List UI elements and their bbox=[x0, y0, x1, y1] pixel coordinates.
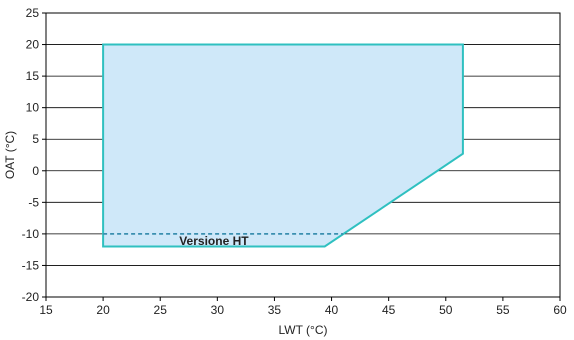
y-tick-label--10: -10 bbox=[22, 227, 40, 241]
x-tick-label-20: 20 bbox=[96, 303, 110, 317]
x-tick-label-45: 45 bbox=[382, 303, 396, 317]
y-tick-label--5: -5 bbox=[28, 195, 39, 209]
envelope-polygon bbox=[102, 43, 464, 248]
x-tick-label-55: 55 bbox=[496, 303, 510, 317]
x-tick-label-50: 50 bbox=[439, 303, 453, 317]
y-tick-label--20: -20 bbox=[22, 290, 40, 304]
y-tick-label-0: 0 bbox=[32, 164, 39, 178]
x-tick-label-35: 35 bbox=[268, 303, 282, 317]
y-axis-label: OAT (°C) bbox=[3, 131, 17, 179]
x-tick-label-15: 15 bbox=[39, 303, 53, 317]
y-tick-label-5: 5 bbox=[32, 132, 39, 146]
x-tick-label-30: 30 bbox=[211, 303, 225, 317]
x-tick-label-40: 40 bbox=[325, 303, 339, 317]
y-tick-label-25: 25 bbox=[26, 6, 40, 20]
y-tick-label-10: 10 bbox=[26, 101, 40, 115]
envelope-area bbox=[102, 43, 464, 248]
tick-labels: 15 20 25 30 35 40 45 50 55 60 -20 -15 -10 -5 0 5 10 15 20 2… bbox=[22, 6, 567, 317]
plot-border bbox=[45, 12, 561, 298]
y-tick-label-15: 15 bbox=[26, 69, 40, 83]
y-tick-label--15: -15 bbox=[22, 258, 40, 272]
x-axis-label: LWT (°C) bbox=[278, 323, 327, 337]
x-tick-label-25: 25 bbox=[154, 303, 168, 317]
plot-frame bbox=[45, 12, 561, 298]
y-tick-label-20: 20 bbox=[26, 38, 40, 52]
x-tick-label-60: 60 bbox=[553, 303, 567, 317]
versione-ht-label: Versione HT bbox=[179, 234, 249, 248]
